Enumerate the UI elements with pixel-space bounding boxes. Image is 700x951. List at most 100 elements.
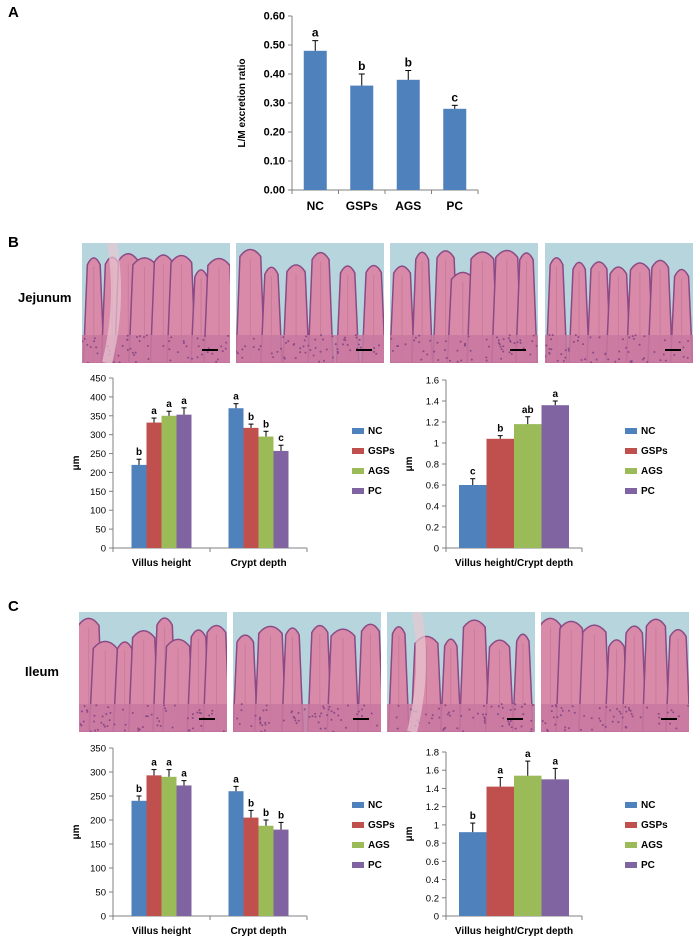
nucleus bbox=[349, 349, 352, 352]
nucleus bbox=[627, 706, 630, 709]
nucleus bbox=[469, 349, 472, 352]
nucleus bbox=[464, 343, 467, 346]
nucleus bbox=[354, 334, 357, 337]
nucleus bbox=[112, 361, 115, 363]
nucleus bbox=[550, 348, 553, 351]
nucleus bbox=[182, 342, 185, 345]
significance-letter: b bbox=[278, 810, 284, 821]
legend-label: NC bbox=[641, 426, 655, 437]
nucleus bbox=[548, 351, 551, 354]
nucleus bbox=[595, 358, 598, 361]
nucleus bbox=[222, 730, 225, 732]
y-tick-label: 1.2 bbox=[426, 802, 439, 813]
legend-label: GSPs bbox=[368, 446, 395, 457]
scale-bar bbox=[665, 349, 681, 351]
nucleus bbox=[292, 715, 295, 718]
nucleus bbox=[191, 717, 194, 720]
nucleus bbox=[625, 710, 628, 713]
nucleus bbox=[82, 720, 85, 723]
nucleus bbox=[363, 704, 366, 707]
nucleus bbox=[359, 346, 362, 349]
nucleus bbox=[123, 729, 126, 732]
nucleus bbox=[244, 345, 247, 348]
nucleus bbox=[302, 345, 305, 348]
y-tick-label: 150 bbox=[90, 487, 106, 498]
legend-swatch-nc bbox=[625, 428, 637, 434]
nucleus bbox=[564, 349, 567, 352]
nucleus bbox=[551, 334, 554, 337]
nucleus bbox=[311, 715, 314, 718]
nucleus bbox=[344, 726, 347, 729]
nucleus bbox=[592, 351, 595, 354]
nucleus bbox=[336, 707, 339, 710]
nucleus bbox=[93, 714, 96, 717]
nucleus bbox=[188, 729, 191, 732]
nucleus bbox=[508, 722, 511, 725]
y-tick-label: 0 bbox=[434, 544, 439, 555]
nucleus bbox=[258, 717, 261, 720]
y-tick-label: 350 bbox=[90, 411, 106, 422]
nucleus bbox=[422, 350, 425, 353]
nucleus bbox=[500, 357, 503, 360]
nucleus bbox=[609, 709, 612, 712]
nucleus bbox=[670, 709, 673, 712]
y-tick-label: 0.30 bbox=[264, 98, 285, 110]
nucleus bbox=[657, 712, 660, 715]
scale-bar bbox=[661, 718, 677, 720]
nucleus bbox=[589, 336, 592, 339]
legend-label: AGS bbox=[641, 466, 663, 477]
nucleus bbox=[467, 335, 470, 338]
nucleus bbox=[196, 337, 199, 340]
nucleus bbox=[437, 359, 440, 362]
nucleus bbox=[196, 356, 199, 359]
nucleus bbox=[567, 347, 570, 350]
nucleus bbox=[265, 704, 268, 707]
nucleus bbox=[323, 359, 326, 362]
legend-label: NC bbox=[368, 426, 382, 437]
nucleus bbox=[328, 705, 331, 708]
nucleus bbox=[497, 339, 500, 342]
nucleus bbox=[294, 719, 297, 722]
nucleus bbox=[318, 715, 321, 718]
nucleus bbox=[468, 708, 471, 711]
nucleus bbox=[118, 361, 121, 363]
y-tick-label: 0.2 bbox=[426, 523, 439, 534]
nucleus bbox=[326, 714, 329, 717]
nucleus bbox=[497, 341, 500, 344]
legend-swatch-gsps bbox=[625, 822, 637, 828]
nucleus bbox=[307, 344, 310, 347]
nucleus bbox=[646, 706, 649, 709]
y-tick-label: 150 bbox=[90, 840, 106, 851]
nucleus bbox=[297, 712, 300, 715]
nucleus bbox=[95, 346, 98, 349]
nucleus bbox=[420, 358, 423, 361]
nucleus bbox=[659, 359, 662, 362]
nucleus bbox=[133, 353, 136, 356]
nucleus bbox=[282, 719, 285, 722]
nucleus bbox=[176, 351, 179, 354]
bar-pc bbox=[443, 108, 467, 190]
nucleus bbox=[483, 719, 486, 722]
nucleus bbox=[521, 705, 524, 708]
nucleus bbox=[314, 715, 317, 718]
nucleus bbox=[682, 346, 685, 349]
bar-gsps bbox=[243, 427, 259, 548]
nucleus bbox=[93, 337, 96, 340]
nucleus bbox=[619, 712, 622, 715]
nucleus bbox=[294, 357, 297, 360]
bar-nc bbox=[459, 832, 487, 916]
nucleus bbox=[297, 719, 300, 722]
nucleus bbox=[270, 352, 273, 355]
nucleus bbox=[124, 723, 127, 726]
nucleus bbox=[135, 335, 138, 338]
nucleus bbox=[304, 335, 307, 338]
nucleus bbox=[530, 719, 533, 722]
significance-letter: b bbox=[263, 419, 269, 430]
bar-ags bbox=[514, 424, 542, 548]
nucleus bbox=[216, 358, 219, 361]
nucleus bbox=[501, 725, 504, 728]
nucleus bbox=[410, 708, 413, 711]
legend-swatch-pc bbox=[352, 488, 364, 494]
legend-label: PC bbox=[641, 860, 655, 871]
